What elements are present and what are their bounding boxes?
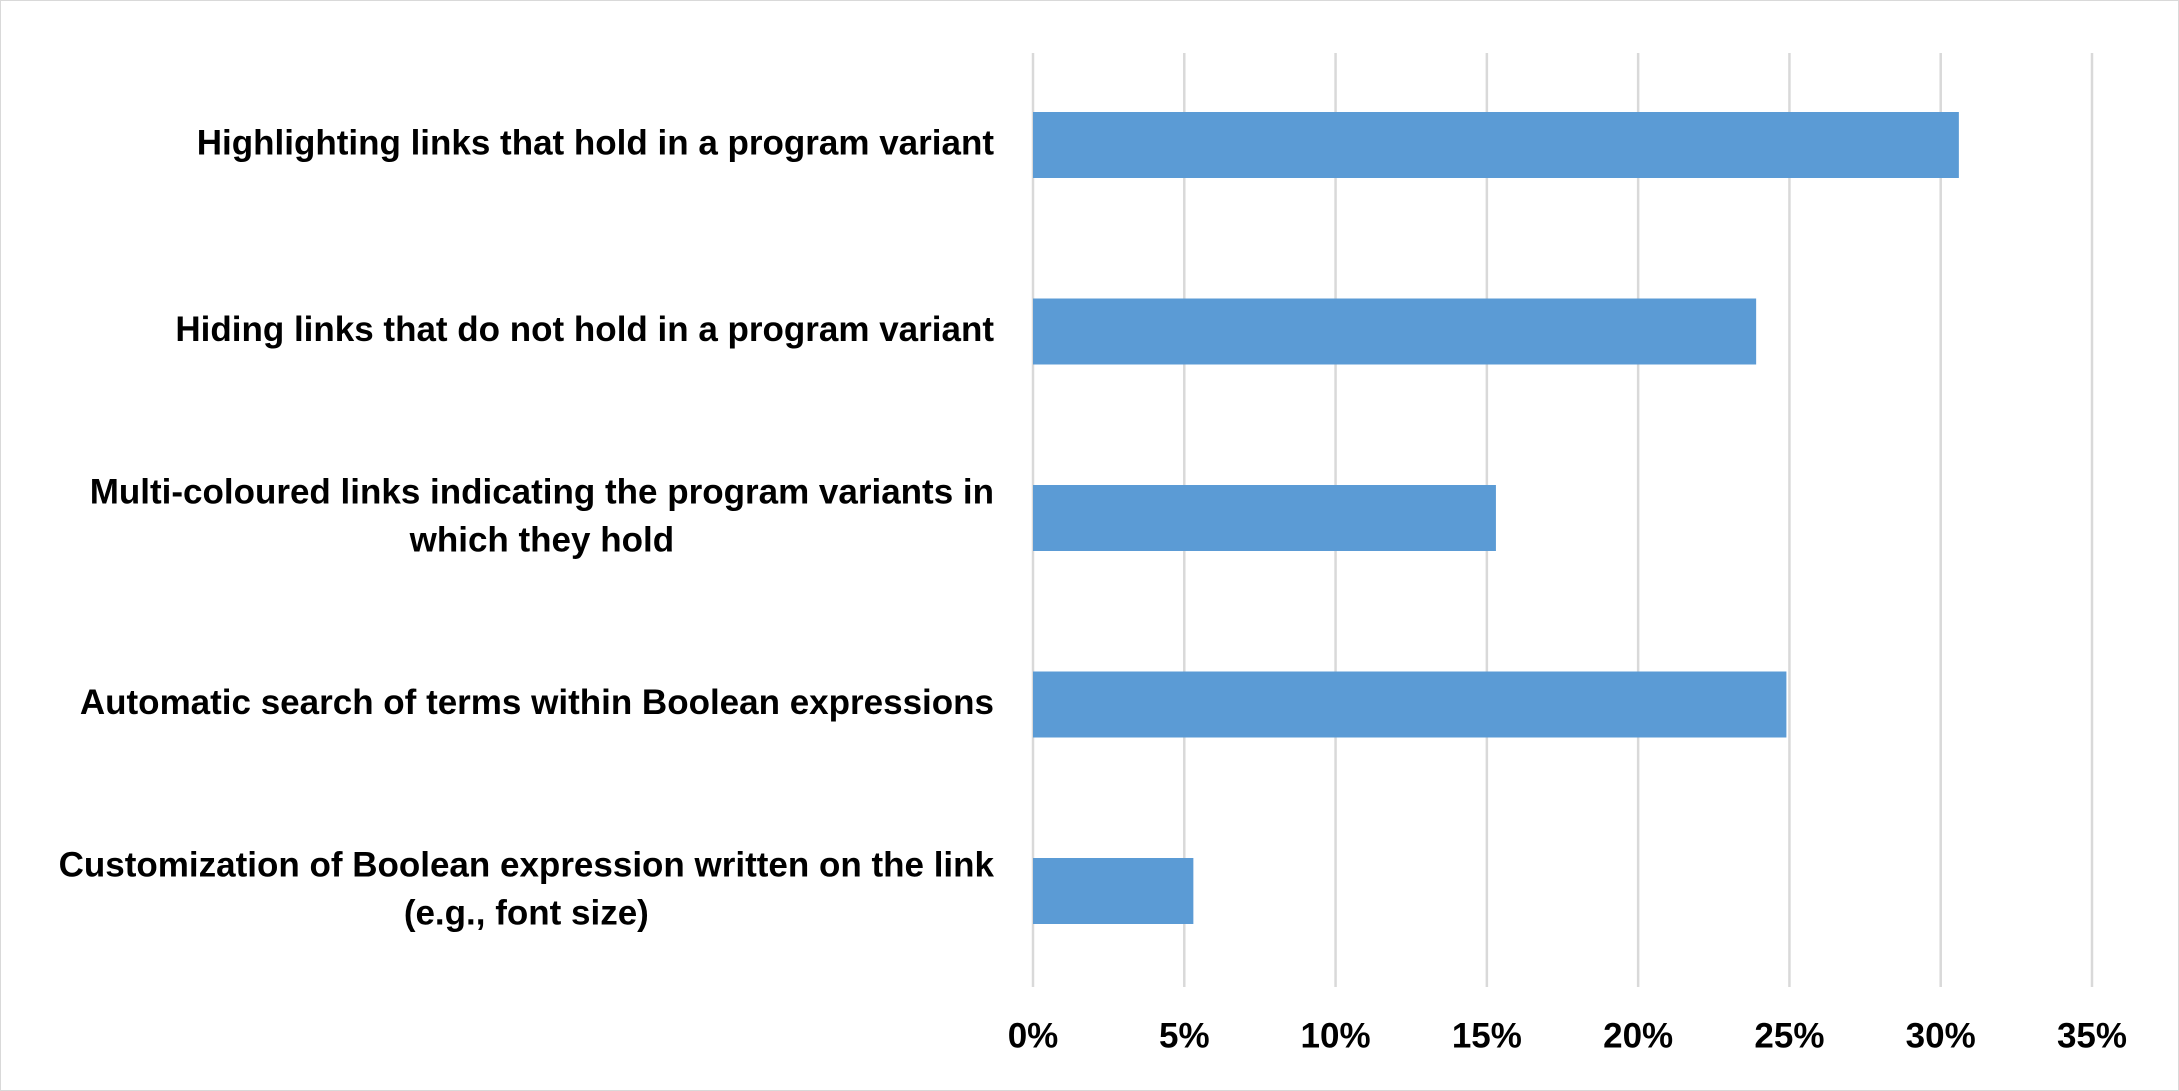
category-label: which they hold bbox=[409, 520, 674, 559]
bars bbox=[1033, 112, 1959, 924]
category-label: Highlighting links that hold in a progra… bbox=[197, 123, 995, 162]
x-tick-label: 35% bbox=[2057, 1016, 2127, 1055]
bar bbox=[1033, 858, 1194, 924]
category-labels: Highlighting links that hold in a progra… bbox=[59, 123, 995, 932]
category-label: Multi-coloured links indicating the prog… bbox=[90, 472, 994, 511]
bar bbox=[1033, 112, 1959, 178]
x-tick-label: 20% bbox=[1603, 1016, 1673, 1055]
category-label: Customization of Boolean expression writ… bbox=[59, 845, 995, 884]
bar bbox=[1033, 671, 1787, 738]
category-label: (e.g., font size) bbox=[404, 893, 649, 932]
x-tick-label: 15% bbox=[1452, 1016, 1522, 1055]
x-tick-label: 10% bbox=[1301, 1016, 1371, 1055]
x-tick-label: 30% bbox=[1906, 1016, 1976, 1055]
x-tick-label: 5% bbox=[1159, 1016, 1210, 1055]
x-tick-labels: 0% 5% 10% 15% 20% 25% 30% 35% bbox=[1008, 1016, 2127, 1055]
bar bbox=[1033, 298, 1757, 365]
x-tick-label: 0% bbox=[1008, 1016, 1059, 1055]
category-label: Hiding links that do not hold in a progr… bbox=[175, 310, 994, 349]
category-label: Automatic search of terms within Boolean… bbox=[80, 683, 994, 722]
bar bbox=[1033, 485, 1496, 551]
x-tick-label: 25% bbox=[1754, 1016, 1824, 1055]
